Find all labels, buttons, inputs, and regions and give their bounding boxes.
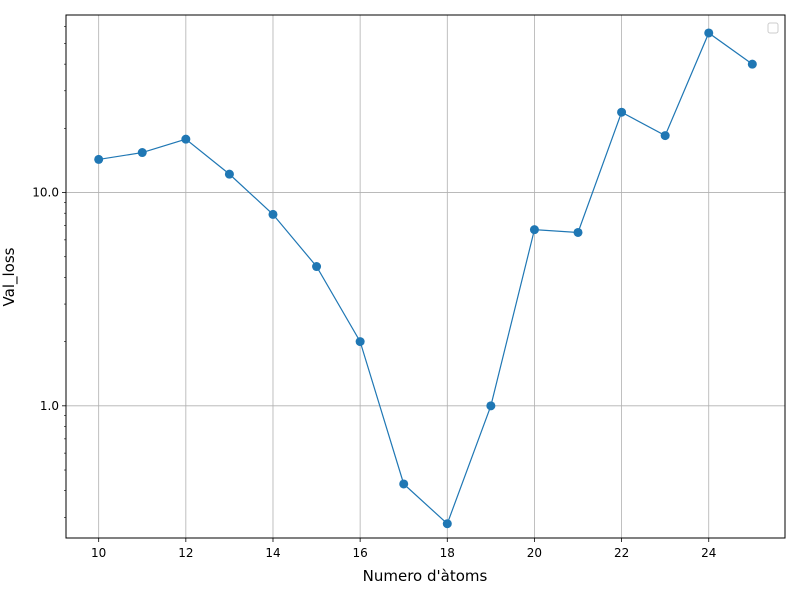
x-tick-label: 16 (352, 546, 367, 560)
data-point (312, 262, 322, 272)
data-point (442, 519, 452, 529)
series-line (98, 32, 753, 525)
data-point (355, 337, 365, 347)
data-point (181, 134, 191, 144)
data-point (747, 59, 757, 69)
plot-background (66, 15, 785, 538)
data-point (486, 401, 496, 411)
grid (66, 15, 785, 538)
y-tick-label: 1.0 (40, 399, 59, 413)
y-tick-label: 10.0 (32, 186, 59, 200)
x-tick-label: 14 (265, 546, 280, 560)
x-tick-label: 18 (440, 546, 455, 560)
data-point (268, 209, 278, 219)
data-point (617, 107, 627, 117)
x-tick-label: 22 (614, 546, 629, 560)
x-tick-label: 10 (91, 546, 106, 560)
data-point (704, 28, 714, 38)
data-point (399, 479, 409, 489)
data-point (224, 169, 234, 179)
data-point (660, 131, 670, 141)
x-axis-title: Numero d'àtoms (363, 567, 488, 585)
series-layer (94, 28, 757, 529)
plot-frame (65, 14, 786, 539)
y-axis-title: Val_loss (0, 247, 19, 306)
data-point (137, 148, 147, 158)
data-point (94, 154, 104, 164)
data-point (529, 225, 539, 235)
x-tick-label: 20 (527, 546, 542, 560)
x-tick-label: 24 (701, 546, 716, 560)
data-point (573, 227, 583, 237)
x-tick-label: 12 (178, 546, 193, 560)
y-axis: 1.0 10.0 (32, 186, 66, 413)
legend-box (767, 22, 779, 34)
x-axis: 10 12 14 16 18 20 22 24 (91, 538, 716, 560)
